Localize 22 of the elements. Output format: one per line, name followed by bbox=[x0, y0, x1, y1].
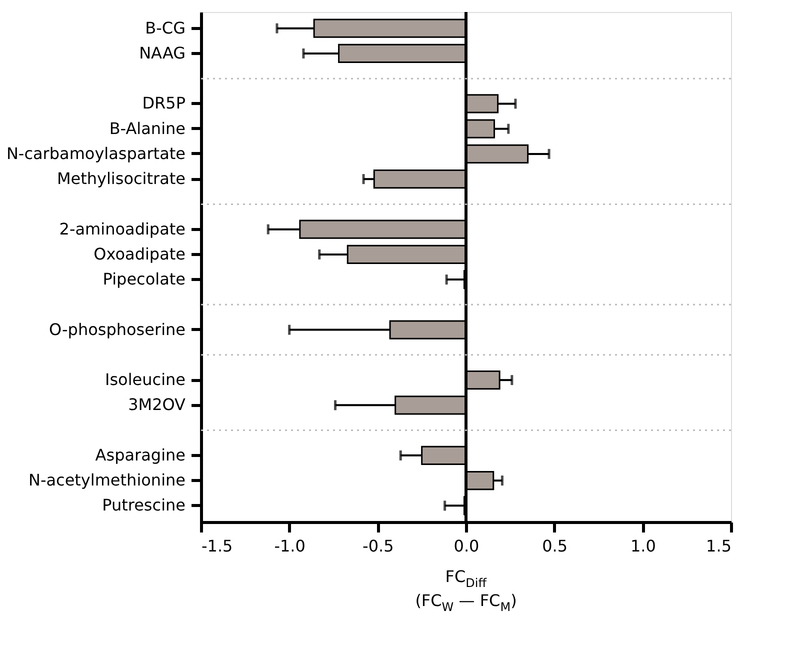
y-tick-label: B-CG bbox=[145, 18, 186, 38]
y-tick-label: Asparagine bbox=[95, 445, 186, 464]
x-tick-label: 1.0 bbox=[630, 536, 656, 556]
y-tick-label: Methylisocitrate bbox=[56, 169, 186, 188]
y-tick-label: Oxoadipate bbox=[94, 244, 186, 264]
x-tick-label: 0.5 bbox=[542, 536, 568, 556]
y-tick-label: B-Alanine bbox=[109, 118, 186, 138]
y-tick-label: O-phosphoserine bbox=[48, 320, 186, 339]
y-tick-label: 3M2OV bbox=[128, 395, 186, 414]
y-tick-label: N-carbamoylaspartate bbox=[6, 144, 186, 163]
x-tick-label: 0.0 bbox=[454, 536, 480, 556]
y-tick-label: DR5P bbox=[142, 94, 186, 113]
y-tick-label: Putrescine bbox=[102, 496, 186, 515]
x-tick-label: -1.0 bbox=[274, 536, 306, 556]
x-tick-label: 1.5 bbox=[706, 536, 732, 556]
y-tick-label: N-acetylmethionine bbox=[28, 470, 186, 490]
y-tick-label: Isoleucine bbox=[105, 370, 186, 390]
y-tick-label: NAAG bbox=[139, 43, 186, 62]
x-tick-label: -1.5 bbox=[202, 536, 233, 556]
y-tick-label: 2-aminoadipate bbox=[59, 219, 186, 238]
x-tick-label: -0.5 bbox=[362, 536, 394, 556]
y-tick-label: Pipecolate bbox=[102, 270, 186, 289]
